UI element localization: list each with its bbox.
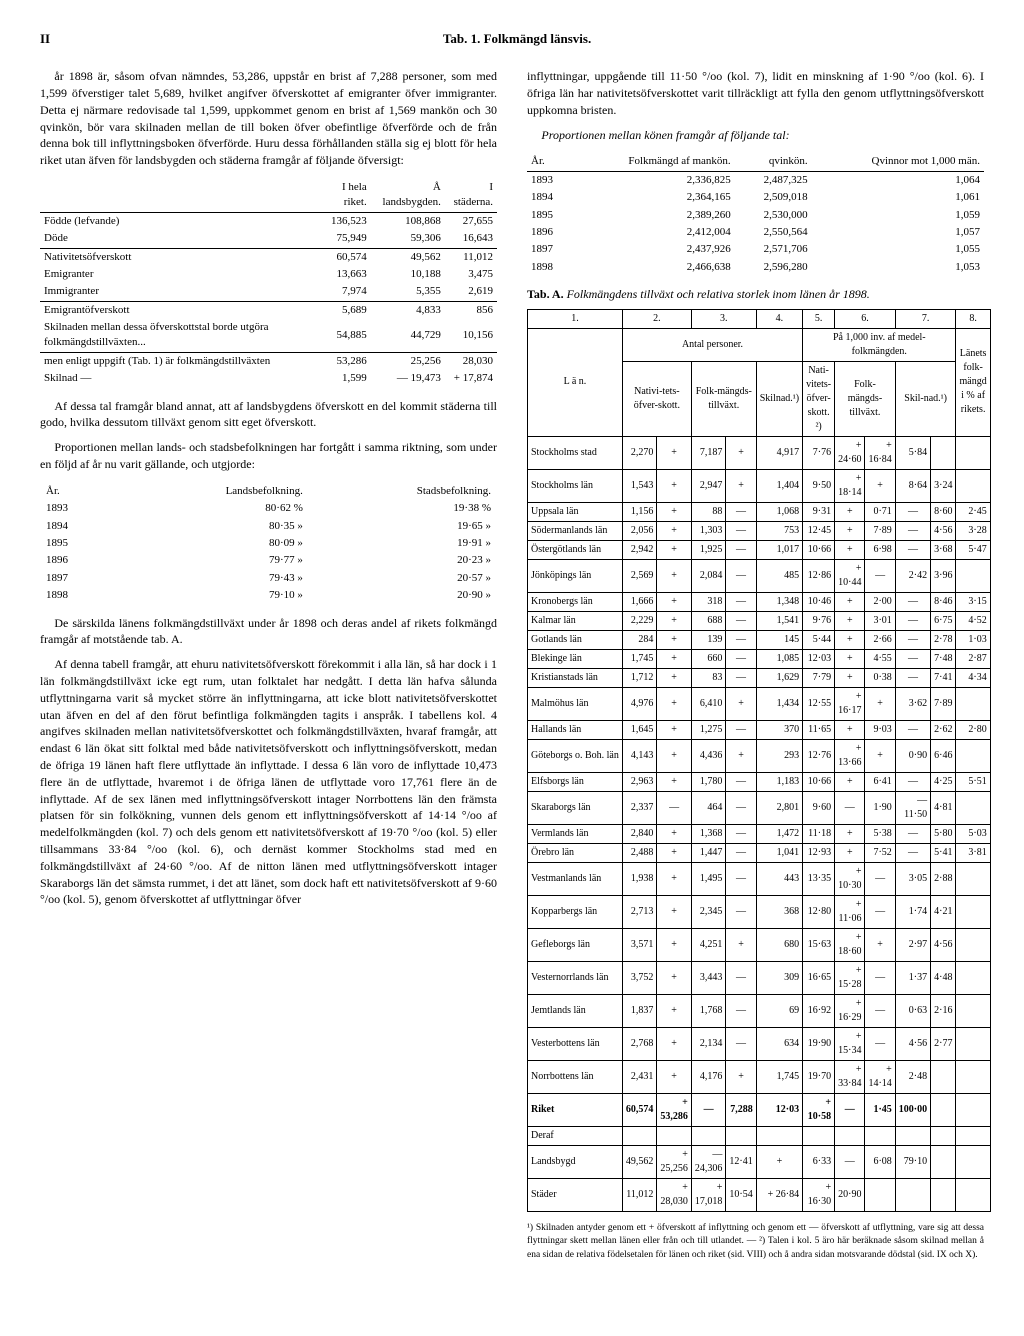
table-row: men enligt uppgift (Tab. 1) är folkmängd…: [40, 352, 497, 370]
table-row: 189779·43 »20·57 »: [40, 570, 497, 587]
table-row: Elfsborgs län2,963+1,780—1,18310·66+6·41…: [528, 772, 991, 791]
overview-table: I hela riket. Å landsbygden. I städerna.…: [40, 179, 497, 388]
table-row: 18972,437,9262,571,7061,055: [527, 241, 984, 258]
table-row: Gotlands län284+139—1455·44+2·66—2·781·0…: [528, 630, 991, 649]
table-row: Gefleborgs län3,571+4,251+68015·63+ 18·6…: [528, 928, 991, 961]
table-row: Skilnad —1,599— 19,473+ 17,874: [40, 370, 497, 387]
left-p3: Proportionen mellan lands- och stadsbefo…: [40, 439, 497, 473]
table-row: Östergötlands län2,942+1,925—1,01710·66+…: [528, 540, 991, 559]
page-number: II: [40, 30, 50, 48]
page-header: II Tab. 1. Folkmängd länsvis.: [40, 30, 984, 48]
left-p1: år 1898 är, såsom ofvan nämndes, 53,286,…: [40, 68, 497, 169]
table-row: Jönköpings län2,569+2,084—48512·86+ 10·4…: [528, 559, 991, 592]
table-row: 189580·09 »19·91 »: [40, 535, 497, 552]
table-row: Riket60,574+ 53,286—7,28812·03+ 10·58—1·…: [528, 1093, 991, 1126]
table-row: 189879·10 »20·90 »: [40, 587, 497, 604]
table-row: Döde75,94959,30616,643: [40, 230, 497, 248]
table-row: Skilnaden mellan dessa öfverskottstal bo…: [40, 319, 497, 352]
table-row: Kalmar län2,229+688—1,5419·76+3·01—6·754…: [528, 611, 991, 630]
table-row: Södermanlands län2,056+1,303—75312·45+7·…: [528, 521, 991, 540]
table-row: Vesterbottens län2,768+2,134—63419·90+ 1…: [528, 1027, 991, 1060]
table-row: 18932,336,8252,487,3251,064: [527, 171, 984, 189]
right-p1: inflyttningar, uppgående till 11·50 °/oo…: [527, 68, 984, 118]
left-p5: Af denna tabell framgår, att ehuru nativ…: [40, 656, 497, 908]
table-row: Blekinge län1,745+660—1,08512·03+4·55—7·…: [528, 649, 991, 668]
table-row: Städer11,012+ 28,030+ 17,01810·54+ 26·84…: [528, 1178, 991, 1211]
table-row: Kristianstads län1,712+83—1,6297·79+0·38…: [528, 668, 991, 687]
right-p2: Proportionen mellan könen framgår af föl…: [527, 127, 984, 144]
page-title: Tab. 1. Folkmängd länsvis.: [443, 30, 591, 48]
right-column: inflyttningar, uppgående till 11·50 °/oo…: [527, 68, 984, 1270]
table-row: Vesternorrlands län3,752+3,443—30916·65+…: [528, 961, 991, 994]
table-row: 189480·35 »19·65 »: [40, 518, 497, 535]
left-column: år 1898 är, såsom ofvan nämndes, 53,286,…: [40, 68, 497, 1270]
tab-a-caption-row: Tab. A. Folkmängdens tillväxt och relati…: [527, 286, 984, 303]
table-row: Födde (lefvande)136,523108,86827,655: [40, 212, 497, 230]
table-row: Uppsala län1,156+88—1,0689·31+0·71—8·602…: [528, 502, 991, 521]
table-row: 18942,364,1652,509,0181,061: [527, 189, 984, 206]
left-p2: Af dessa tal framgår bland annat, att af…: [40, 398, 497, 432]
table-row: Stockholms län1,543+2,947+1,4049·50+ 18·…: [528, 469, 991, 502]
table-row: Skaraborgs län2,337—464—2,8019·60—1·90—1…: [528, 791, 991, 824]
table-row: Immigranter7,9745,3552,619: [40, 283, 497, 301]
table-row: Landsbygd49,562+ 25,256—24,30612·41+6·33…: [528, 1145, 991, 1178]
table-row: Deraf: [528, 1126, 991, 1145]
left-p4: De särskilda länens folkmängdstillväxt u…: [40, 615, 497, 649]
table-row: Kronobergs län1,666+318—1,34810·46+2·00—…: [528, 592, 991, 611]
table-row: 18962,412,0042,550,5641,057: [527, 224, 984, 241]
table-row: Hallands län1,645+1,275—37011·65+9·03—2·…: [528, 720, 991, 739]
table-row: Örebro län2,488+1,447—1,04112·93+7·52—5·…: [528, 843, 991, 862]
table-row: 18952,389,2602,530,0001,059: [527, 207, 984, 224]
table-row: Emigranter13,66310,1883,475: [40, 266, 497, 283]
table-row: Vestmanlands län1,938+1,495—44313·35+ 10…: [528, 862, 991, 895]
sex-ratio-table: År. Folkmängd af mankön. qvinkön. Qvinno…: [527, 153, 984, 276]
table-row: Emigrantöfverskott5,6894,833856: [40, 301, 497, 319]
table-row: Norrbottens län2,431+4,176+1,74519·70+ 3…: [528, 1060, 991, 1093]
tab-a: 1. 2. 3. 4. 5. 6. 7. 8. L ä n. Antal per…: [527, 309, 991, 1212]
table-row: Göteborgs o. Boh. län4,143+4,436+29312·7…: [528, 739, 991, 772]
table-row: Malmöhus län4,976+6,410+1,43412·55+ 16·1…: [528, 687, 991, 720]
landstad-table: År. Landsbefolkning. Stadsbefolkning. 18…: [40, 483, 497, 605]
table-row: Nativitetsöfverskott60,57449,56211,012: [40, 248, 497, 266]
table-row: 18982,466,6382,596,2801,053: [527, 259, 984, 276]
table-row: Kopparbergs län2,713+2,345—36812·80+ 11·…: [528, 895, 991, 928]
table-row: 189380·62 %19·38 %: [40, 500, 497, 517]
table-row: 189679·77 »20·23 »: [40, 552, 497, 569]
table-row: Stockholms stad2,270+7,187+4,9177·76+ 24…: [528, 436, 991, 469]
footnote: ¹) Skilnaden antyder genom ett + öfversk…: [527, 1222, 984, 1262]
table-row: Jemtlands län1,837+1,768—6916·92+ 16·29—…: [528, 994, 991, 1027]
table-row: Vermlands län2,840+1,368—1,47211·18+5·38…: [528, 824, 991, 843]
